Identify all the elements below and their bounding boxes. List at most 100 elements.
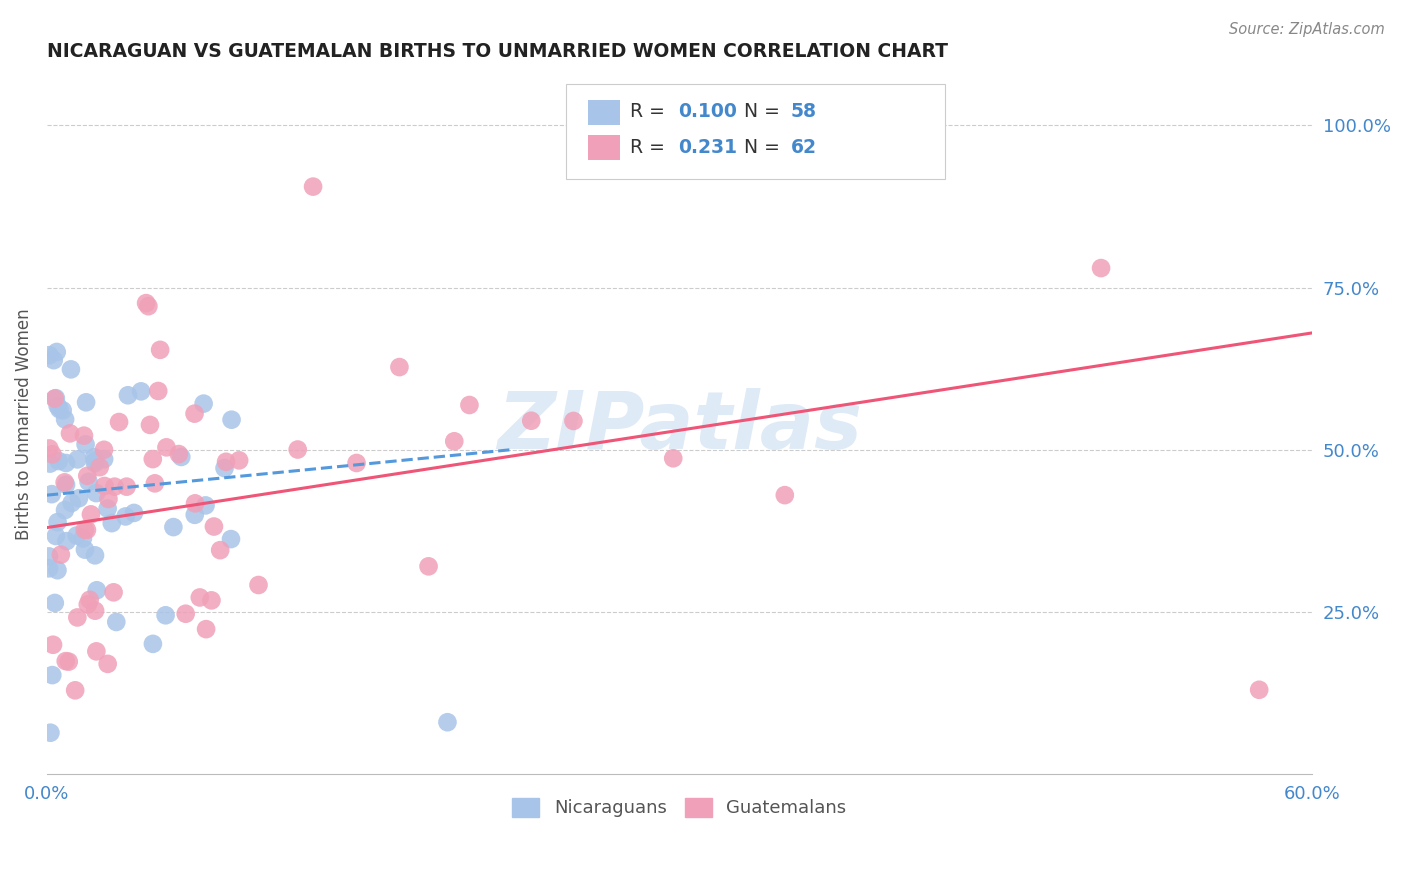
Text: 0.100: 0.100 bbox=[678, 103, 737, 121]
FancyBboxPatch shape bbox=[565, 84, 945, 178]
Point bbox=[66, 452, 89, 467]
Point bbox=[42, 353, 65, 368]
Point bbox=[84, 486, 107, 500]
Point bbox=[41, 487, 63, 501]
Point bbox=[46, 563, 69, 577]
Text: R =: R = bbox=[630, 103, 671, 121]
Point bbox=[76, 468, 98, 483]
Point bbox=[49, 548, 72, 562]
Point bbox=[167, 447, 190, 461]
Point bbox=[66, 610, 89, 624]
Point bbox=[75, 395, 97, 409]
Point bbox=[97, 491, 120, 506]
Point bbox=[38, 549, 60, 564]
Point bbox=[39, 725, 62, 739]
Text: R =: R = bbox=[630, 137, 671, 156]
Point bbox=[174, 607, 197, 621]
Point bbox=[129, 384, 152, 399]
Point bbox=[228, 453, 250, 467]
Point bbox=[114, 509, 136, 524]
Point bbox=[184, 508, 207, 522]
Point bbox=[44, 392, 66, 406]
Point bbox=[773, 488, 796, 502]
Point bbox=[59, 362, 82, 376]
Point bbox=[89, 460, 111, 475]
FancyBboxPatch shape bbox=[588, 100, 620, 125]
Point bbox=[76, 523, 98, 537]
Point bbox=[38, 348, 60, 362]
Point bbox=[184, 496, 207, 510]
Point bbox=[75, 437, 97, 451]
Point bbox=[215, 455, 238, 469]
Point bbox=[194, 499, 217, 513]
Point bbox=[44, 596, 66, 610]
Point bbox=[662, 451, 685, 466]
Point bbox=[202, 519, 225, 533]
Point bbox=[38, 442, 60, 456]
Point bbox=[139, 417, 162, 432]
Point bbox=[41, 447, 63, 461]
Point bbox=[520, 414, 543, 428]
Point bbox=[200, 593, 222, 607]
Point bbox=[103, 480, 125, 494]
Point bbox=[103, 585, 125, 599]
Point bbox=[48, 402, 70, 417]
Point bbox=[1249, 682, 1271, 697]
Point bbox=[115, 480, 138, 494]
Point bbox=[45, 391, 67, 405]
Point bbox=[135, 296, 157, 310]
Point bbox=[221, 413, 243, 427]
Legend: Nicaraguans, Guatemalans: Nicaraguans, Guatemalans bbox=[505, 791, 853, 825]
Point bbox=[97, 657, 120, 671]
Point bbox=[66, 528, 89, 542]
Point bbox=[93, 479, 115, 493]
Point bbox=[219, 532, 242, 546]
Point bbox=[1090, 261, 1112, 276]
Point bbox=[138, 299, 160, 313]
Point bbox=[59, 426, 82, 441]
Point bbox=[45, 529, 67, 543]
Text: 0.231: 0.231 bbox=[678, 137, 737, 156]
Point bbox=[155, 440, 177, 454]
FancyBboxPatch shape bbox=[588, 135, 620, 160]
Point bbox=[149, 343, 172, 357]
Point bbox=[38, 561, 60, 575]
Point bbox=[108, 415, 131, 429]
Point bbox=[388, 360, 411, 375]
Text: ZIPatlas: ZIPatlas bbox=[496, 388, 862, 467]
Text: Source: ZipAtlas.com: Source: ZipAtlas.com bbox=[1229, 22, 1385, 37]
Point bbox=[86, 583, 108, 598]
Point bbox=[443, 434, 465, 449]
Point bbox=[83, 450, 105, 465]
Point bbox=[302, 179, 325, 194]
Point bbox=[143, 476, 166, 491]
Point bbox=[45, 345, 67, 359]
Point bbox=[122, 506, 145, 520]
Point bbox=[60, 496, 83, 510]
Point bbox=[52, 403, 75, 417]
Text: N =: N = bbox=[744, 137, 786, 156]
Point bbox=[53, 475, 76, 490]
Point bbox=[73, 428, 96, 442]
Point bbox=[148, 384, 170, 398]
Point bbox=[162, 520, 184, 534]
Point bbox=[562, 414, 585, 428]
Point bbox=[84, 453, 107, 467]
Point bbox=[46, 399, 69, 413]
Point bbox=[80, 508, 103, 522]
Point bbox=[72, 532, 94, 546]
Point bbox=[209, 543, 232, 558]
Point bbox=[67, 491, 90, 506]
Point bbox=[101, 516, 124, 530]
Point bbox=[346, 456, 368, 470]
Point bbox=[58, 655, 80, 669]
Point bbox=[55, 477, 77, 491]
Point bbox=[84, 456, 107, 470]
Point bbox=[97, 501, 120, 516]
Point bbox=[214, 461, 236, 475]
Point bbox=[73, 542, 96, 557]
Point bbox=[76, 598, 98, 612]
Point bbox=[142, 452, 165, 467]
Point bbox=[247, 578, 270, 592]
Point bbox=[436, 715, 458, 730]
